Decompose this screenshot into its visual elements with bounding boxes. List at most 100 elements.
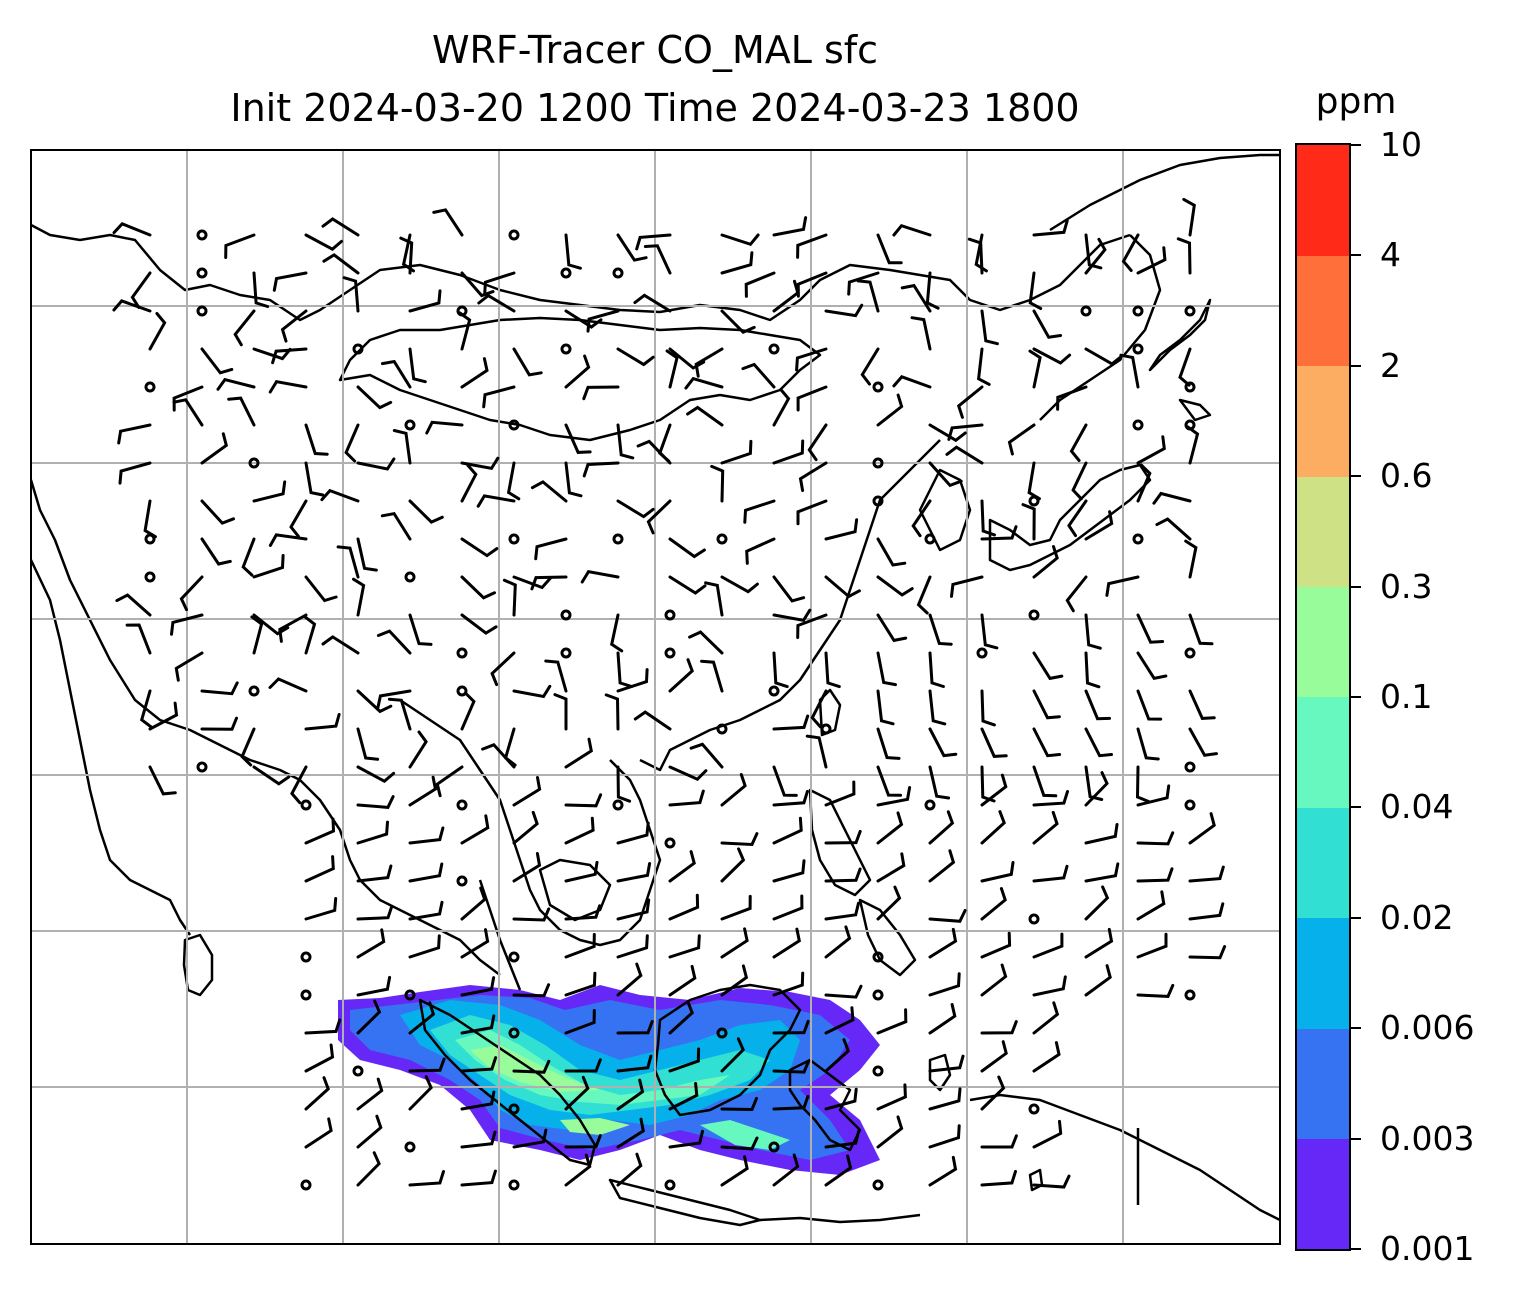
wind-barb xyxy=(928,1124,961,1149)
wind-barb xyxy=(720,773,747,807)
colorbar-tick-label: 2 xyxy=(1380,345,1401,385)
wind-barb xyxy=(900,283,932,313)
calm-wind-marker xyxy=(560,343,572,355)
wind-barb xyxy=(380,359,412,389)
wind-barb xyxy=(772,1153,800,1187)
calm-wind-marker xyxy=(1080,305,1092,317)
wind-barb xyxy=(876,765,902,797)
wind-barb xyxy=(1027,461,1041,501)
wind-barb xyxy=(744,271,776,298)
wind-barb xyxy=(490,651,516,687)
wind-barb xyxy=(1084,771,1109,807)
wind-barb xyxy=(945,445,984,465)
wind-barb xyxy=(1032,545,1059,579)
wind-barb xyxy=(506,461,521,501)
calm-wind-marker xyxy=(716,1027,728,1039)
wind-barb xyxy=(928,972,961,997)
wind-barb xyxy=(876,1008,908,1035)
wind-barb xyxy=(172,385,204,412)
colorbar xyxy=(1295,143,1351,1251)
wind-barb xyxy=(564,233,582,270)
calm-wind-marker xyxy=(1028,913,1040,925)
wind-barb xyxy=(1028,349,1042,389)
calm-wind-marker xyxy=(560,647,572,659)
calm-wind-marker xyxy=(300,1179,312,1191)
calm-wind-marker xyxy=(924,533,936,545)
wind-barb xyxy=(304,897,338,921)
wind-barb xyxy=(1007,423,1036,456)
colorbar-tick xyxy=(1351,806,1361,809)
wind-barb xyxy=(1119,353,1140,389)
wind-barb xyxy=(1184,539,1198,579)
wind-barb xyxy=(342,276,360,313)
wind-barb xyxy=(824,651,841,689)
wind-barb xyxy=(582,385,620,401)
wind-barb xyxy=(772,279,800,313)
wind-barb xyxy=(616,423,635,460)
wind-barb xyxy=(688,630,724,655)
wind-barb xyxy=(876,1115,904,1149)
wind-barb xyxy=(1188,689,1216,720)
wind-barb xyxy=(633,293,672,313)
wind-barb xyxy=(646,499,672,535)
wind-barb xyxy=(928,765,951,800)
wind-barb xyxy=(704,581,724,617)
wind-barb xyxy=(720,439,753,465)
wind-barb xyxy=(174,651,204,682)
wind-barb xyxy=(1136,890,1166,921)
wind-barb xyxy=(911,499,932,538)
wind-barb xyxy=(928,810,955,845)
wind-barb xyxy=(772,859,806,883)
calm-wind-marker xyxy=(872,381,884,393)
wind-barb xyxy=(460,691,476,731)
wind-barb xyxy=(772,1094,810,1111)
wind-barb xyxy=(512,852,542,883)
wind-barb xyxy=(720,964,749,997)
wind-barb xyxy=(460,575,496,600)
wind-barb xyxy=(772,816,803,845)
colorbar-tick xyxy=(1351,585,1361,588)
calm-wind-marker xyxy=(456,685,468,697)
wind-barb xyxy=(772,216,808,237)
colorbar-tick-label: 0.6 xyxy=(1380,456,1433,496)
wind-barb xyxy=(356,904,394,921)
calm-wind-marker xyxy=(404,571,416,583)
wind-barb xyxy=(252,554,285,579)
wind-barb xyxy=(616,668,649,693)
wind-barb xyxy=(564,816,595,845)
wind-barb xyxy=(980,309,999,346)
wind-barb xyxy=(876,852,906,883)
wind-barb xyxy=(564,933,596,959)
wind-barb xyxy=(668,789,705,807)
colorbar-tick xyxy=(1351,475,1361,478)
wind-barb xyxy=(980,1075,1006,1111)
calm-wind-marker xyxy=(872,1179,884,1191)
wind-barb xyxy=(250,615,264,655)
wind-barb xyxy=(460,463,478,503)
wind-barb xyxy=(1084,765,1104,801)
colorbar-tick-label: 0.1 xyxy=(1380,677,1433,716)
wind-barb xyxy=(772,1059,811,1074)
wind-barb xyxy=(796,499,828,526)
wind-barb xyxy=(668,1082,699,1111)
wind-barb xyxy=(216,377,256,391)
wind-barb xyxy=(460,537,499,558)
calm-wind-marker xyxy=(924,799,936,811)
wind-barb xyxy=(743,499,776,524)
colorbar-segment xyxy=(1297,697,1349,808)
wind-barb xyxy=(668,765,708,781)
wind-barb xyxy=(1188,945,1227,960)
wind-barb xyxy=(1084,727,1113,758)
wind-barb xyxy=(1135,765,1151,803)
wind-barb xyxy=(268,533,308,547)
wind-barb xyxy=(476,494,516,508)
wind-barb xyxy=(304,855,335,883)
wind-barb xyxy=(272,271,308,292)
calm-wind-marker xyxy=(872,989,884,1001)
wind-barb xyxy=(616,347,655,367)
calm-wind-marker xyxy=(1184,381,1196,393)
calm-wind-marker xyxy=(664,647,676,659)
wind-barb xyxy=(512,684,552,699)
calm-wind-marker xyxy=(768,1141,780,1153)
wind-barb xyxy=(280,309,308,343)
